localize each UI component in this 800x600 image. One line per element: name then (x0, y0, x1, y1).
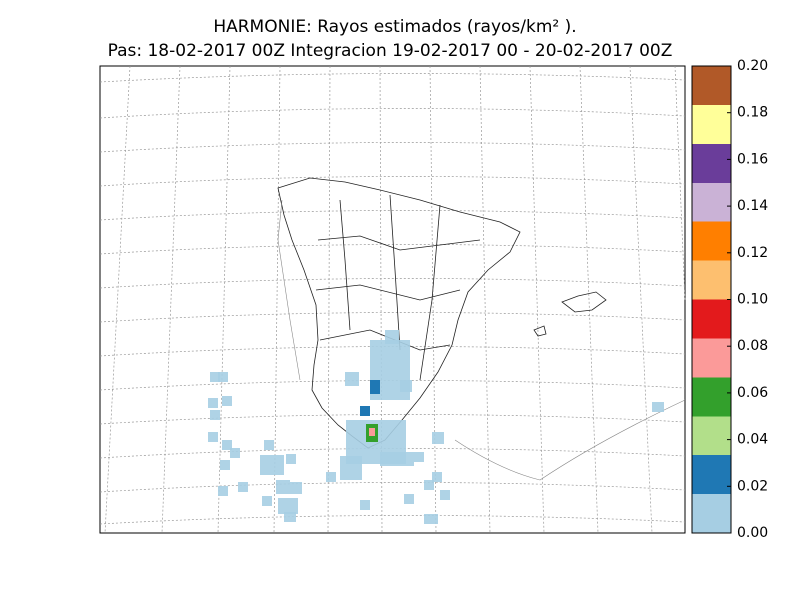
colorbar-tick-label: 0.02 (737, 478, 768, 494)
map-subtitle: Pas: 18-02-2017 00Z Integracion 19-02-20… (108, 41, 673, 61)
colorbar-tick-label: 0.08 (737, 338, 768, 354)
graticule (99, 65, 686, 534)
lightning-cells (208, 330, 664, 524)
colorbar-tick-label: 0.10 (737, 292, 768, 308)
colorbar-tick-label: 0.18 (737, 105, 768, 121)
colorbar-tick-label: 0.12 (737, 245, 768, 261)
coastline (533, 291, 607, 337)
colorbar-tick-label: 0.20 (737, 58, 768, 74)
colorbar (691, 65, 732, 534)
border (277, 199, 686, 481)
colorbar-tick-label: 0.04 (737, 432, 768, 448)
map-title: HARMONIE: Rayos estimados (rayos/km² ). (213, 17, 576, 37)
colorbar-tick-label: 0.06 (737, 385, 768, 401)
colorbar-tick-label: 0.16 (737, 151, 768, 167)
coastline (277, 177, 521, 449)
colorbar-tick-label: 0.00 (737, 525, 768, 541)
colorbar-tick-label: 0.14 (737, 198, 768, 214)
map-area (99, 65, 686, 534)
